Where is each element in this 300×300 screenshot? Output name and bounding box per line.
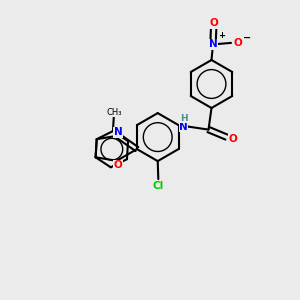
- Text: H: H: [180, 114, 188, 123]
- Text: O: O: [209, 18, 218, 28]
- Text: N: N: [114, 127, 123, 137]
- Text: O: O: [229, 134, 238, 145]
- Text: CH₃: CH₃: [107, 108, 122, 117]
- Text: Cl: Cl: [153, 181, 164, 191]
- Text: O: O: [114, 160, 122, 170]
- Text: N: N: [208, 39, 217, 50]
- Text: −: −: [242, 32, 251, 43]
- Text: +: +: [218, 31, 226, 40]
- Text: O: O: [233, 38, 242, 48]
- Text: N: N: [179, 122, 188, 132]
